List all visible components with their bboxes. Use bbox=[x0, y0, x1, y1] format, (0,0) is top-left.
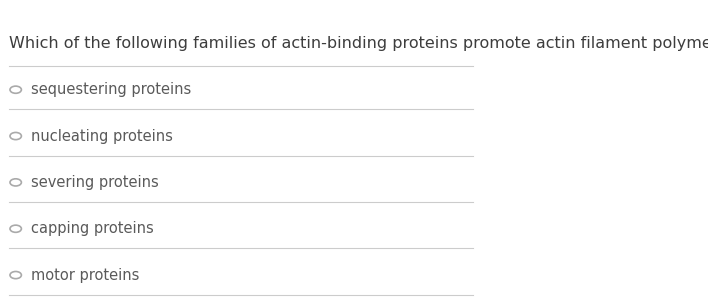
Text: nucleating proteins: nucleating proteins bbox=[31, 129, 173, 144]
Text: motor proteins: motor proteins bbox=[31, 268, 139, 283]
Text: capping proteins: capping proteins bbox=[31, 221, 154, 236]
Text: severing proteins: severing proteins bbox=[31, 175, 159, 190]
Text: Which of the following families of actin-binding proteins promote actin filament: Which of the following families of actin… bbox=[8, 36, 708, 51]
Text: sequestering proteins: sequestering proteins bbox=[31, 82, 191, 97]
